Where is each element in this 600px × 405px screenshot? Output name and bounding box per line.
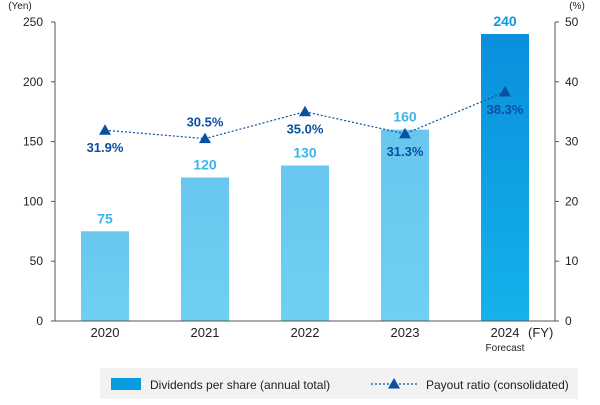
bar-2020	[81, 231, 129, 321]
left-axis-tick-label: 200	[23, 75, 43, 89]
payout-ratio-labels: 31.9% 30.5% 35.0% 31.3% 38.3%	[87, 102, 524, 159]
legend-background	[100, 368, 578, 399]
bar-value-label: 75	[97, 210, 113, 226]
payout-ratio-marker	[399, 127, 411, 139]
x-axis-tick-label: 2022	[291, 325, 320, 340]
legend-bar-swatch	[111, 378, 141, 390]
bar-value-labels: 75 120 130 160 240	[97, 13, 517, 226]
legend-bar-label: Dividends per share (annual total)	[150, 378, 330, 392]
bar-series	[81, 33, 529, 322]
left-axis-tick-label: 100	[23, 194, 43, 208]
right-axis-tick-label: 10	[565, 254, 579, 268]
bar-value-label: 130	[293, 145, 317, 161]
x-axis-tick-label: 2023	[391, 325, 420, 340]
bar-2023	[381, 129, 429, 321]
right-axis-tick-label: 0	[565, 314, 572, 328]
payout-ratio-marker	[199, 132, 211, 144]
x-axis-sublabel: Forecast	[486, 343, 525, 354]
payout-ratio-label: 30.5%	[187, 115, 224, 130]
right-axis-tick-label: 50	[565, 15, 579, 29]
right-axis-unit: (%)	[569, 1, 585, 12]
bar-2024	[481, 33, 529, 322]
right-axis-tick-label: 30	[565, 135, 579, 149]
legend-triangle-icon	[388, 378, 400, 389]
x-axis-tick-label: 2021	[191, 325, 220, 340]
bar-2021	[181, 177, 229, 321]
payout-ratio-label: 38.3%	[487, 102, 524, 117]
legend-line-label: Payout ratio (consolidated)	[426, 378, 569, 392]
bar-value-label: 160	[393, 109, 417, 125]
payout-ratio-label: 35.0%	[287, 122, 324, 137]
bar-value-label: 120	[193, 156, 217, 172]
bar-value-label: 240	[493, 13, 517, 29]
payout-ratio-label: 31.9%	[87, 140, 124, 155]
left-axis-tick-label: 150	[23, 135, 43, 149]
payout-ratio-marker	[99, 124, 111, 135]
right-axis-tick-label: 20	[565, 194, 579, 208]
x-axis-tick-label: 2024	[491, 325, 520, 340]
left-axis-tick-label: 50	[30, 254, 44, 268]
x-axis-unit: (FY)	[528, 325, 553, 340]
payout-ratio-label: 31.3%	[387, 144, 424, 159]
payout-ratio-marker	[299, 105, 311, 117]
x-axis-tick-label: 2020	[91, 325, 120, 340]
chart-legend: Dividends per share (annual total) Payout…	[100, 368, 578, 399]
payout-ratio-series	[99, 85, 511, 144]
right-axis-tick-label: 40	[565, 75, 579, 89]
chart-axes: 0 50 100 150 200 250 0 10 20 30 40 50 (Yen) (%) (FY) 20…	[8, 1, 585, 354]
payout-ratio-marker	[499, 85, 511, 97]
bar-2022	[281, 165, 329, 321]
left-axis-unit: (Yen)	[8, 1, 32, 12]
left-axis-tick-label: 0	[36, 314, 43, 328]
left-axis-tick-label: 250	[23, 15, 43, 29]
